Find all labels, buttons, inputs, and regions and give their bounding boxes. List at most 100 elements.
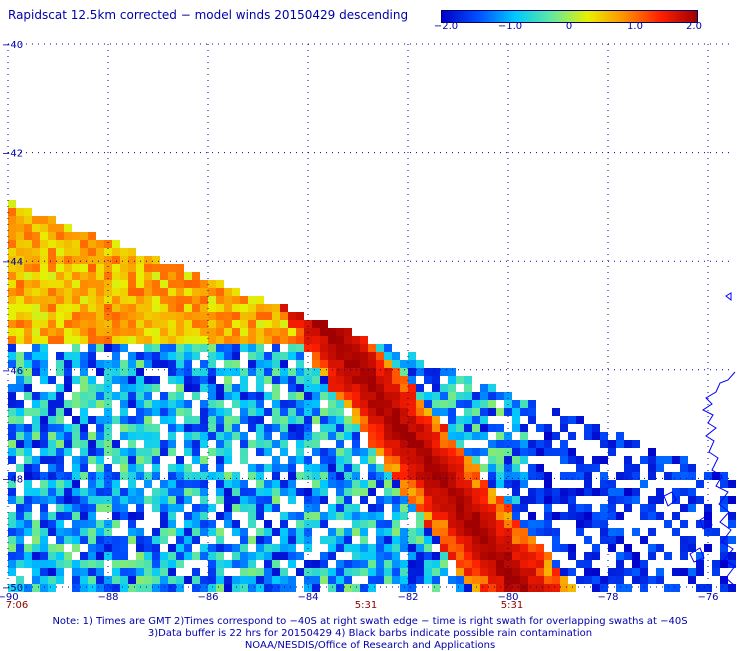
wind-cell bbox=[608, 448, 616, 456]
wind-cell bbox=[248, 536, 256, 544]
wind-cell bbox=[48, 248, 56, 256]
wind-cell bbox=[416, 384, 424, 392]
wind-cell bbox=[120, 416, 128, 424]
wind-cell bbox=[176, 296, 184, 304]
wind-cell bbox=[512, 440, 520, 448]
wind-cell bbox=[216, 408, 224, 416]
wind-cell bbox=[16, 584, 24, 592]
wind-cell bbox=[328, 568, 336, 576]
wind-cell bbox=[384, 552, 392, 560]
wind-cell bbox=[200, 320, 208, 328]
wind-cell bbox=[88, 560, 96, 568]
wind-cell bbox=[240, 368, 248, 376]
wind-cell bbox=[304, 512, 312, 520]
wind-cell bbox=[40, 312, 48, 320]
wind-cell bbox=[32, 400, 40, 408]
wind-cell bbox=[128, 520, 136, 528]
wind-cell bbox=[240, 344, 248, 352]
wind-cell bbox=[432, 504, 440, 512]
wind-cell bbox=[624, 440, 632, 448]
wind-cell bbox=[80, 304, 88, 312]
wind-cell bbox=[528, 552, 536, 560]
wind-cell bbox=[328, 512, 336, 520]
wind-cell bbox=[320, 376, 328, 384]
wind-cell bbox=[88, 352, 96, 360]
wind-cell bbox=[168, 464, 176, 472]
wind-cell bbox=[304, 368, 312, 376]
wind-cell bbox=[168, 472, 176, 480]
wind-cell bbox=[144, 392, 152, 400]
wind-cell bbox=[264, 576, 272, 584]
wind-cell bbox=[48, 400, 56, 408]
wind-cell bbox=[600, 512, 608, 520]
wind-cell bbox=[184, 472, 192, 480]
wind-cell bbox=[360, 360, 368, 368]
wind-cell bbox=[296, 472, 304, 480]
wind-cell bbox=[240, 528, 248, 536]
wind-cell bbox=[280, 336, 288, 344]
wind-cell bbox=[528, 568, 536, 576]
wind-cell bbox=[352, 552, 360, 560]
wind-cell bbox=[168, 352, 176, 360]
wind-cell bbox=[168, 568, 176, 576]
wind-cell bbox=[128, 512, 136, 520]
wind-cell bbox=[384, 416, 392, 424]
wind-cell bbox=[400, 424, 408, 432]
wind-cell bbox=[200, 296, 208, 304]
wind-cell bbox=[296, 352, 304, 360]
wind-cell bbox=[24, 328, 32, 336]
wind-cell bbox=[40, 472, 48, 480]
wind-cell bbox=[16, 432, 24, 440]
wind-cell bbox=[272, 496, 280, 504]
wind-cell bbox=[344, 496, 352, 504]
wind-cell bbox=[512, 528, 520, 536]
wind-cell bbox=[144, 560, 152, 568]
wind-cell bbox=[536, 496, 544, 504]
wind-cell bbox=[176, 464, 184, 472]
wind-cell bbox=[136, 272, 144, 280]
wind-cell bbox=[40, 520, 48, 528]
wind-cell bbox=[240, 312, 248, 320]
wind-cell bbox=[104, 248, 112, 256]
wind-cell bbox=[352, 448, 360, 456]
wind-cell bbox=[520, 472, 528, 480]
wind-cell bbox=[368, 552, 376, 560]
wind-cell bbox=[56, 576, 64, 584]
wind-cell bbox=[408, 536, 416, 544]
wind-cell bbox=[384, 520, 392, 528]
wind-cell bbox=[16, 208, 24, 216]
wind-cell bbox=[184, 312, 192, 320]
wind-cell bbox=[448, 544, 456, 552]
wind-cell bbox=[168, 520, 176, 528]
wind-cell bbox=[16, 256, 24, 264]
wind-cell bbox=[56, 312, 64, 320]
wind-cell bbox=[24, 384, 32, 392]
wind-cell bbox=[432, 432, 440, 440]
wind-cell bbox=[64, 408, 72, 416]
wind-cell bbox=[304, 440, 312, 448]
wind-cell bbox=[248, 568, 256, 576]
wind-cell bbox=[304, 336, 312, 344]
wind-cell bbox=[520, 496, 528, 504]
wind-cell bbox=[240, 328, 248, 336]
wind-cell bbox=[528, 496, 536, 504]
wind-cell bbox=[144, 272, 152, 280]
lat-tick-label: −44 bbox=[2, 257, 23, 268]
wind-cell bbox=[48, 256, 56, 264]
wind-cell bbox=[416, 472, 424, 480]
wind-cell bbox=[208, 280, 216, 288]
wind-cell bbox=[536, 576, 544, 584]
wind-cell bbox=[104, 536, 112, 544]
wind-cell bbox=[464, 432, 472, 440]
wind-cell bbox=[520, 448, 528, 456]
wind-cell bbox=[432, 584, 440, 592]
wind-cell bbox=[208, 568, 216, 576]
wind-cell bbox=[136, 320, 144, 328]
wind-cell bbox=[296, 408, 304, 416]
wind-cell bbox=[184, 368, 192, 376]
wind-cell bbox=[328, 472, 336, 480]
wind-cell bbox=[248, 576, 256, 584]
wind-cell bbox=[392, 552, 400, 560]
wind-cell bbox=[320, 416, 328, 424]
